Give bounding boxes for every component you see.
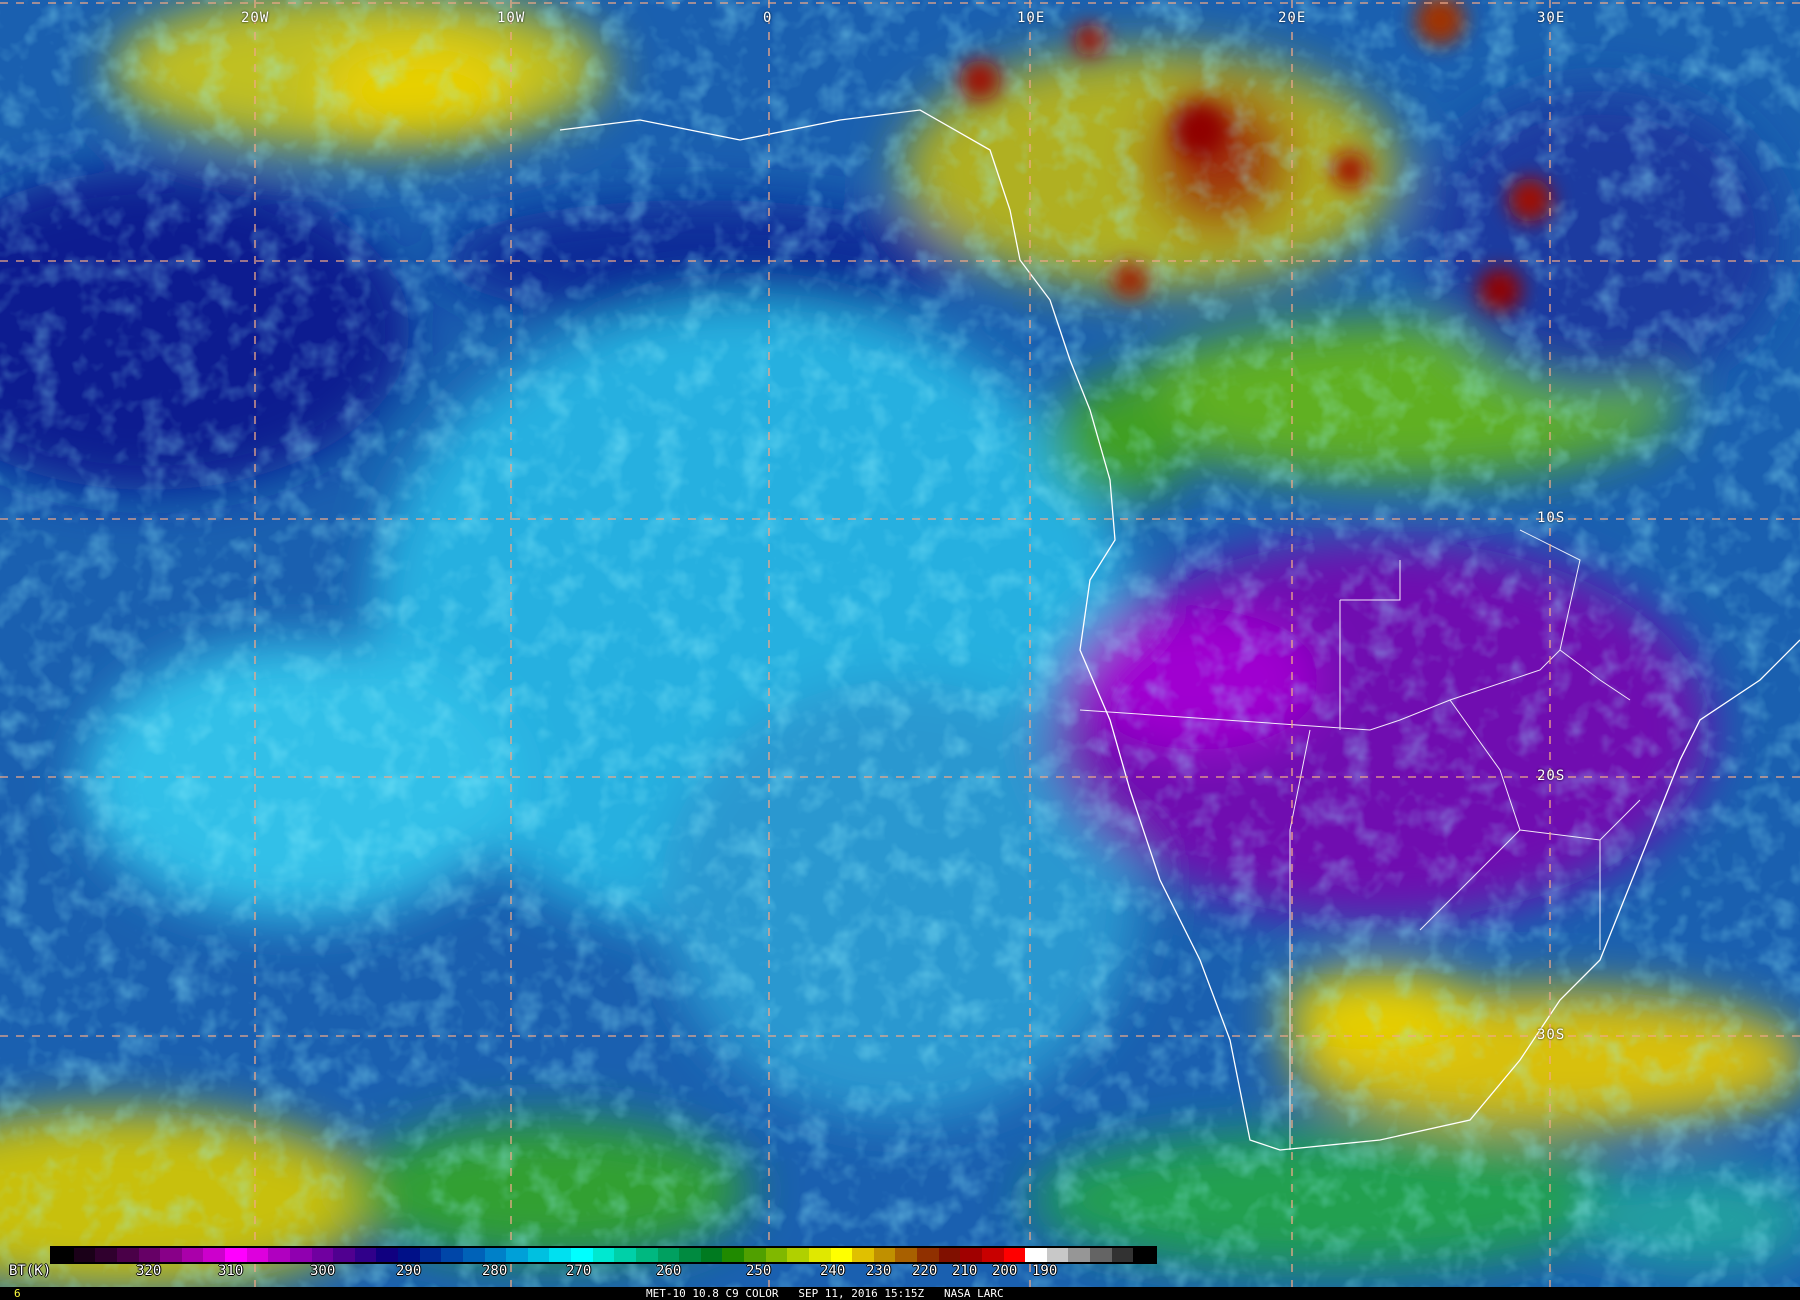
colorbar-tick-label: 310 bbox=[218, 1263, 244, 1279]
colorbar-tick-label: 270 bbox=[566, 1263, 592, 1279]
colorbar-swatch bbox=[441, 1248, 463, 1262]
lat-label-20s: 20S bbox=[1537, 768, 1566, 784]
colorbar-swatch bbox=[116, 1248, 139, 1262]
colorbar-tick-label: 210 bbox=[952, 1263, 978, 1279]
colorbar-swatch bbox=[917, 1248, 939, 1262]
brightness-temperature-colorbar bbox=[50, 1246, 1157, 1264]
colorbar-tick-label: 200 bbox=[992, 1263, 1018, 1279]
colorbar-swatch bbox=[549, 1248, 571, 1262]
colorbar-swatch bbox=[981, 1248, 1004, 1262]
colorbar-swatch bbox=[808, 1248, 831, 1262]
colorbar-tick-label: 280 bbox=[482, 1263, 508, 1279]
colorbar-swatch bbox=[1046, 1248, 1069, 1262]
colorbar-swatch bbox=[1003, 1248, 1026, 1262]
colorbar-swatch bbox=[398, 1248, 420, 1262]
colorbar-swatch bbox=[635, 1248, 658, 1262]
colorbar-swatch bbox=[722, 1248, 744, 1262]
colorbar-tick-label: 300 bbox=[310, 1263, 336, 1279]
colorbar-swatch bbox=[225, 1248, 247, 1262]
colorbar-unit-label: BT(K) bbox=[9, 1263, 52, 1279]
colorbar-swatch bbox=[506, 1248, 528, 1262]
frame-number: 6 bbox=[14, 1287, 21, 1300]
colorbar-tick-label: 320 bbox=[136, 1263, 162, 1279]
lat-label-10s: 10S bbox=[1537, 510, 1566, 526]
colorbar-swatch bbox=[679, 1248, 701, 1262]
colorbar-swatch bbox=[462, 1248, 485, 1262]
colorbar-swatch bbox=[73, 1248, 96, 1262]
colorbar-swatch bbox=[203, 1248, 225, 1262]
lon-label-20e: 20E bbox=[1278, 10, 1307, 26]
colorbar-swatch bbox=[311, 1248, 334, 1262]
lon-label-20w: 20W bbox=[241, 10, 270, 26]
colorbar-swatch bbox=[960, 1248, 982, 1262]
colorbar-swatch bbox=[484, 1248, 507, 1262]
colorbar-swatch bbox=[268, 1248, 290, 1262]
colorbar-swatch bbox=[1068, 1248, 1090, 1262]
colorbar-swatch bbox=[787, 1248, 809, 1262]
lon-label-0: 0 bbox=[763, 10, 773, 26]
colorbar-swatch bbox=[852, 1248, 874, 1262]
lon-label-10w: 10W bbox=[497, 10, 526, 26]
caption-bar: 6 MET-10 10.8 C9 COLOR SEP 11, 2016 15:1… bbox=[0, 1287, 1800, 1300]
colorbar-swatch bbox=[744, 1248, 766, 1262]
colorbar-tick-label: 230 bbox=[866, 1263, 892, 1279]
colorbar-swatch bbox=[138, 1248, 161, 1262]
country-borders bbox=[1079, 529, 1641, 1150]
lat-label-30s: 30S bbox=[1537, 1027, 1566, 1043]
colorbar-swatch bbox=[246, 1248, 269, 1262]
colorbar-swatch bbox=[160, 1248, 182, 1262]
colorbar-swatch bbox=[1133, 1248, 1155, 1262]
colorbar-swatch bbox=[830, 1248, 853, 1262]
colorbar-tick-label: 190 bbox=[1032, 1263, 1058, 1279]
colorbar-swatch bbox=[1025, 1248, 1047, 1262]
colorbar-swatch bbox=[376, 1248, 398, 1262]
colorbar-tick-label: 290 bbox=[396, 1263, 422, 1279]
convective-cells bbox=[960, 0, 1552, 312]
colorbar-swatch bbox=[181, 1248, 204, 1262]
colorbar-swatch bbox=[938, 1248, 961, 1262]
africa-coastline bbox=[559, 109, 1800, 1151]
colorbar-swatch bbox=[354, 1248, 377, 1262]
colorbar-swatch bbox=[765, 1248, 788, 1262]
colorbar-swatch bbox=[571, 1248, 593, 1262]
colorbar-swatch bbox=[592, 1248, 615, 1262]
colorbar-swatch bbox=[1090, 1248, 1112, 1262]
colorbar-swatch bbox=[419, 1248, 442, 1262]
colorbar-swatch bbox=[1111, 1248, 1134, 1262]
image-caption: MET-10 10.8 C9 COLOR SEP 11, 2016 15:15Z… bbox=[646, 1287, 1004, 1300]
colorbar-swatch bbox=[873, 1248, 896, 1262]
colorbar-tick-label: 260 bbox=[656, 1263, 682, 1279]
colorbar-swatch bbox=[95, 1248, 117, 1262]
lon-label-30e: 30E bbox=[1537, 10, 1566, 26]
colorbar-swatch bbox=[657, 1248, 680, 1262]
colorbar-swatch bbox=[895, 1248, 917, 1262]
colorbar-tick-label: 220 bbox=[912, 1263, 938, 1279]
lon-label-10e: 10E bbox=[1017, 10, 1046, 26]
colorbar-swatch bbox=[289, 1248, 312, 1262]
colorbar-swatch bbox=[527, 1248, 550, 1262]
colorbar-tick-label: 240 bbox=[820, 1263, 846, 1279]
colorbar-swatch bbox=[614, 1248, 636, 1262]
colorbar-swatch bbox=[333, 1248, 355, 1262]
colorbar-tick-label: 250 bbox=[746, 1263, 772, 1279]
colorbar-swatch bbox=[52, 1248, 74, 1262]
colorbar-swatch bbox=[700, 1248, 723, 1262]
